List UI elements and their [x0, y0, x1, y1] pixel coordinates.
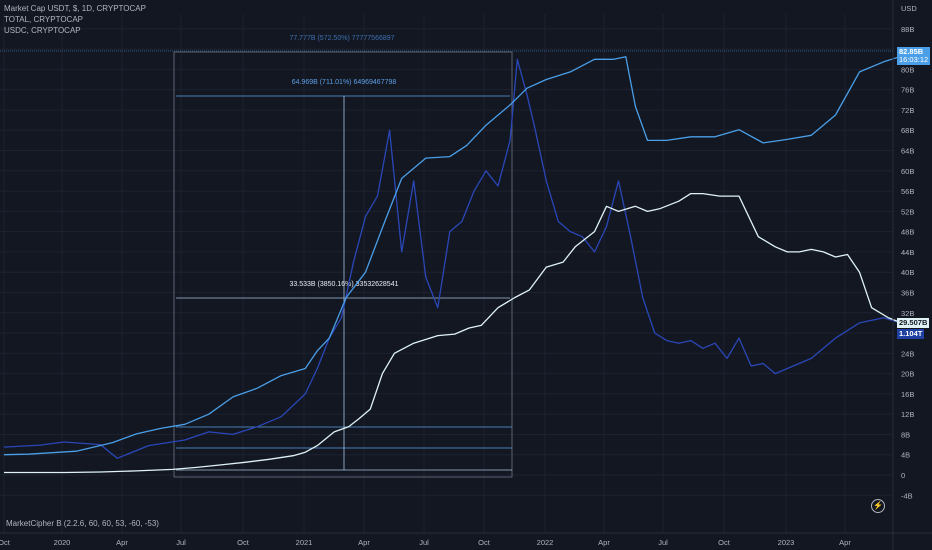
y-tick-label: USD — [901, 4, 917, 13]
series-line-market-cap-usdt[interactable] — [3, 53, 908, 456]
x-tick-label: Oct — [0, 538, 11, 547]
measure-annotations: 77.777B (572.50%) 77777566897 64.969B (71… — [0, 35, 893, 478]
y-tick-label: -4B — [901, 491, 913, 500]
settings-gear-icon[interactable]: ⚡ — [871, 499, 885, 513]
y-tick-label: 32B — [901, 309, 914, 318]
x-tick-label: Oct — [478, 538, 491, 547]
y-tick-label: 44B — [901, 248, 914, 257]
x-tick-label: Apr — [839, 538, 851, 547]
x-tick-label: Jul — [419, 538, 429, 547]
x-tick-label: Oct — [718, 538, 731, 547]
y-tick-label: 60B — [901, 167, 914, 176]
price-label-usdt: 82.85B 16:03:12 — [897, 47, 931, 65]
legend-usdt[interactable]: Market Cap USDT, $, 1D, CRYPTOCAP — [4, 4, 146, 13]
x-tick-label: 2022 — [537, 538, 554, 547]
y-tick-label: 56B — [901, 187, 914, 196]
y-tick-label: 0 — [901, 471, 905, 480]
measure-box — [173, 51, 513, 478]
x-tick-label: Jul — [658, 538, 668, 547]
x-tick-label: Jul — [176, 538, 186, 547]
y-tick-label: 20B — [901, 370, 914, 379]
y-tick-label: 12B — [901, 410, 914, 419]
y-tick-label: 80B — [901, 65, 914, 74]
x-tick-label: 2020 — [54, 538, 71, 547]
y-tick-label: 52B — [901, 207, 914, 216]
price-label-usdt-value: 82.85B — [899, 47, 924, 56]
y-tick-label: 4B — [901, 451, 910, 460]
annotation-top-text: 77.777B (572.50%) 77777566897 — [289, 35, 394, 42]
legend-usdc[interactable]: USDC, CRYPTOCAP — [4, 26, 81, 35]
price-label-total: 1.104T — [897, 329, 925, 339]
annotation-lower-text: 33.533B (3850.16%) 33532628541 — [290, 281, 399, 288]
y-tick-label: 76B — [901, 86, 914, 95]
y-tick-label: 40B — [901, 268, 914, 277]
y-tick-label: 88B — [901, 25, 914, 34]
y-tick-label: 16B — [901, 390, 914, 399]
indicator-label[interactable]: MarketCipher B (2.2.6, 60, 60, 53, -60, … — [6, 519, 159, 528]
series-lines — [3, 53, 909, 474]
y-tick-label: 68B — [901, 126, 914, 135]
y-tick-label: 48B — [901, 228, 914, 237]
x-tick-label: Apr — [358, 538, 370, 547]
x-tick-label: Oct — [237, 538, 250, 547]
x-tick-label: 2023 — [778, 538, 795, 547]
series-line-usdc[interactable] — [4, 192, 909, 474]
y-tick-label: 72B — [901, 106, 914, 115]
y-tick-label: 24B — [901, 349, 914, 358]
x-tick-label: 2021 — [296, 538, 313, 547]
price-label-usdc: 29.507B — [897, 318, 930, 328]
y-tick-label: 36B — [901, 288, 914, 297]
legend-total[interactable]: TOTAL, CRYPTOCAP — [4, 15, 83, 24]
x-axis[interactable]: Oct 2020 Apr Jul Oct 2021 Apr Jul Oct 2022 Apr Jul O… — [0, 532, 932, 547]
x-tick-label: Apr — [598, 538, 610, 547]
price-label-usdt-time: 16:03:12 — [899, 55, 929, 64]
y-tick-label: 64B — [901, 147, 914, 156]
series-line-total[interactable] — [3, 58, 908, 459]
x-tick-label: Apr — [116, 538, 128, 547]
y-tick-label: 8B — [901, 430, 910, 439]
annotation-middle-text: 64.969B (711.01%) 64969467798 — [292, 79, 397, 86]
